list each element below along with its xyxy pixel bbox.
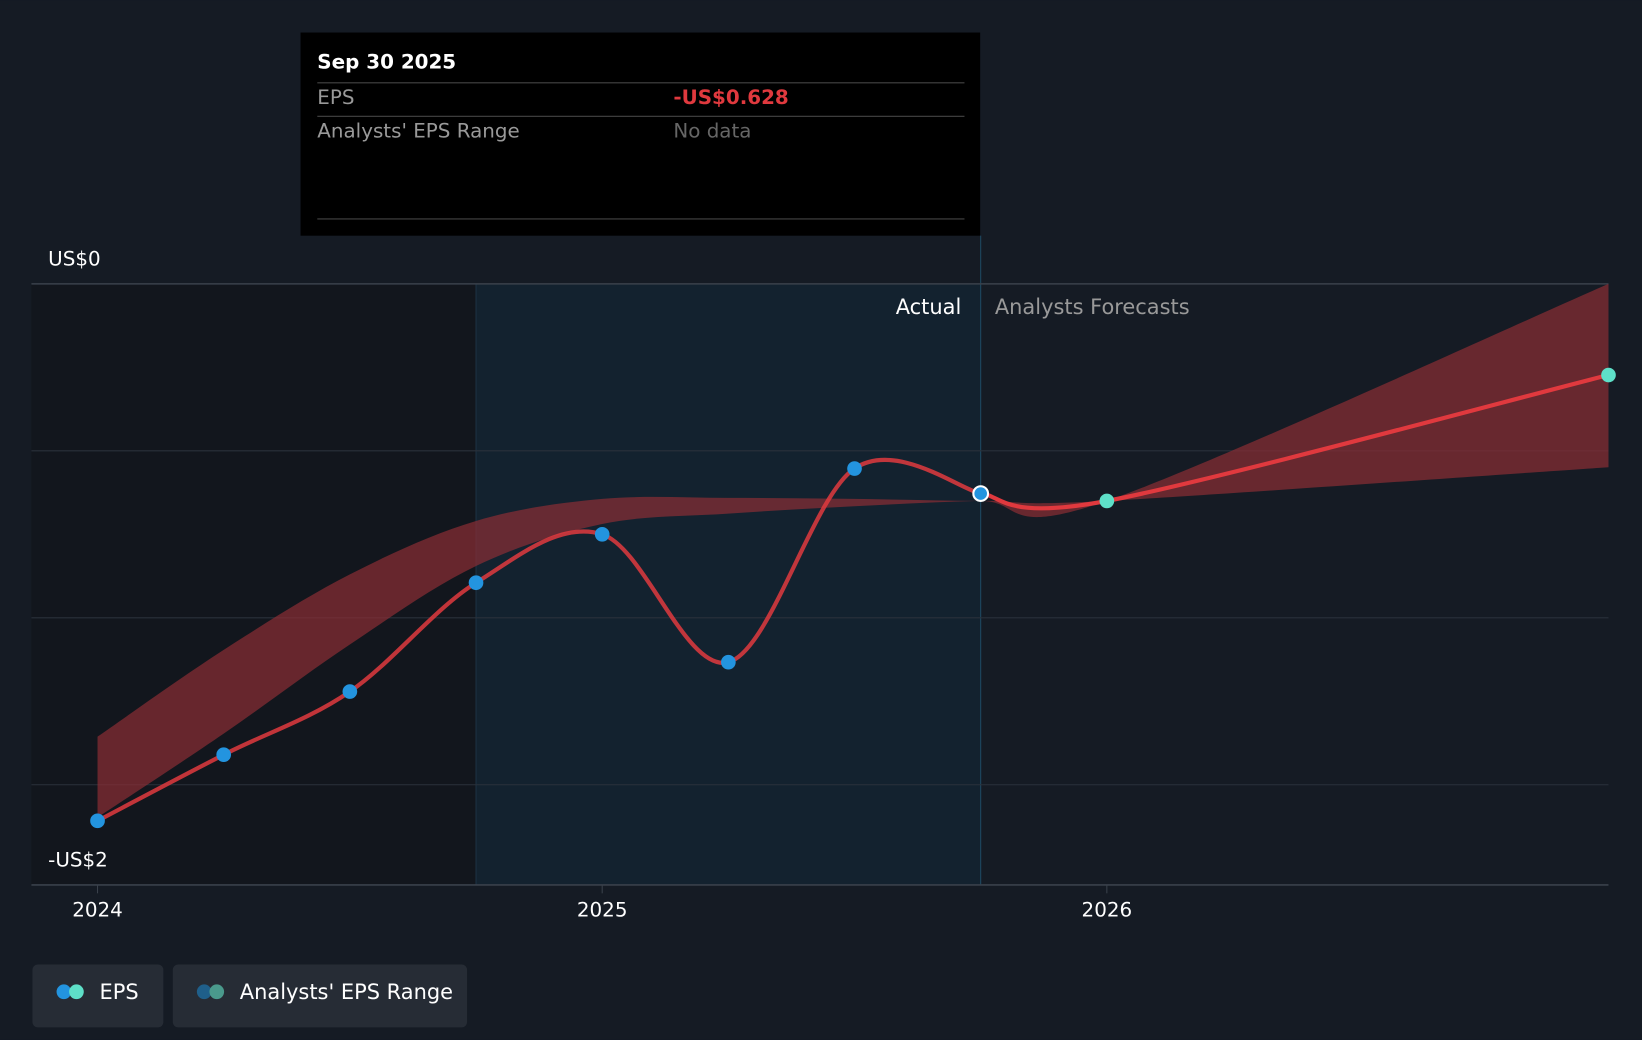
eps-point: [1099, 493, 1115, 509]
tooltip-value: No data: [673, 120, 751, 143]
tooltip: [300, 32, 981, 236]
tooltip-label: Analysts' EPS Range: [317, 120, 519, 143]
region-label: Analysts Forecasts: [995, 295, 1190, 319]
region-label: Actual: [896, 295, 962, 319]
eps-point: [90, 813, 105, 829]
legend-swatch: [69, 984, 84, 1000]
legend-item[interactable]: [172, 964, 468, 1028]
legend-item[interactable]: [32, 964, 164, 1028]
eps-point: [216, 747, 232, 763]
eps-point: [847, 461, 862, 476]
eps-point: [594, 526, 610, 542]
eps-point: [972, 485, 990, 502]
range-band: [97, 283, 1609, 818]
eps-point: [342, 684, 358, 699]
tooltip-title: Sep 30 2025: [317, 50, 456, 73]
eps-point: [721, 654, 736, 670]
x-tick-label: 2025: [577, 899, 628, 922]
highlight-region: [476, 283, 981, 885]
legend-label: Analysts' EPS Range: [240, 980, 453, 1004]
legend-swatch: [209, 984, 225, 1000]
y-tick-label: -US$2: [48, 848, 108, 871]
x-tick-label: 2026: [1082, 899, 1133, 922]
tooltip-label: EPS: [317, 86, 354, 109]
legend-label: EPS: [99, 980, 138, 1004]
eps-line: [96, 457, 982, 823]
y-tick-label: US$0: [48, 247, 100, 270]
legend-swatch: [196, 984, 212, 1000]
legend-swatch: [56, 984, 72, 1000]
plot: US$0 -US$2 2024 2025 2026: [31, 235, 1616, 922]
x-tick-label: 2024: [72, 899, 123, 922]
tooltip-value: -US$0.628: [673, 86, 788, 109]
eps-line: [980, 372, 1609, 511]
eps-point: [1601, 367, 1616, 383]
eps-point: [468, 575, 484, 591]
